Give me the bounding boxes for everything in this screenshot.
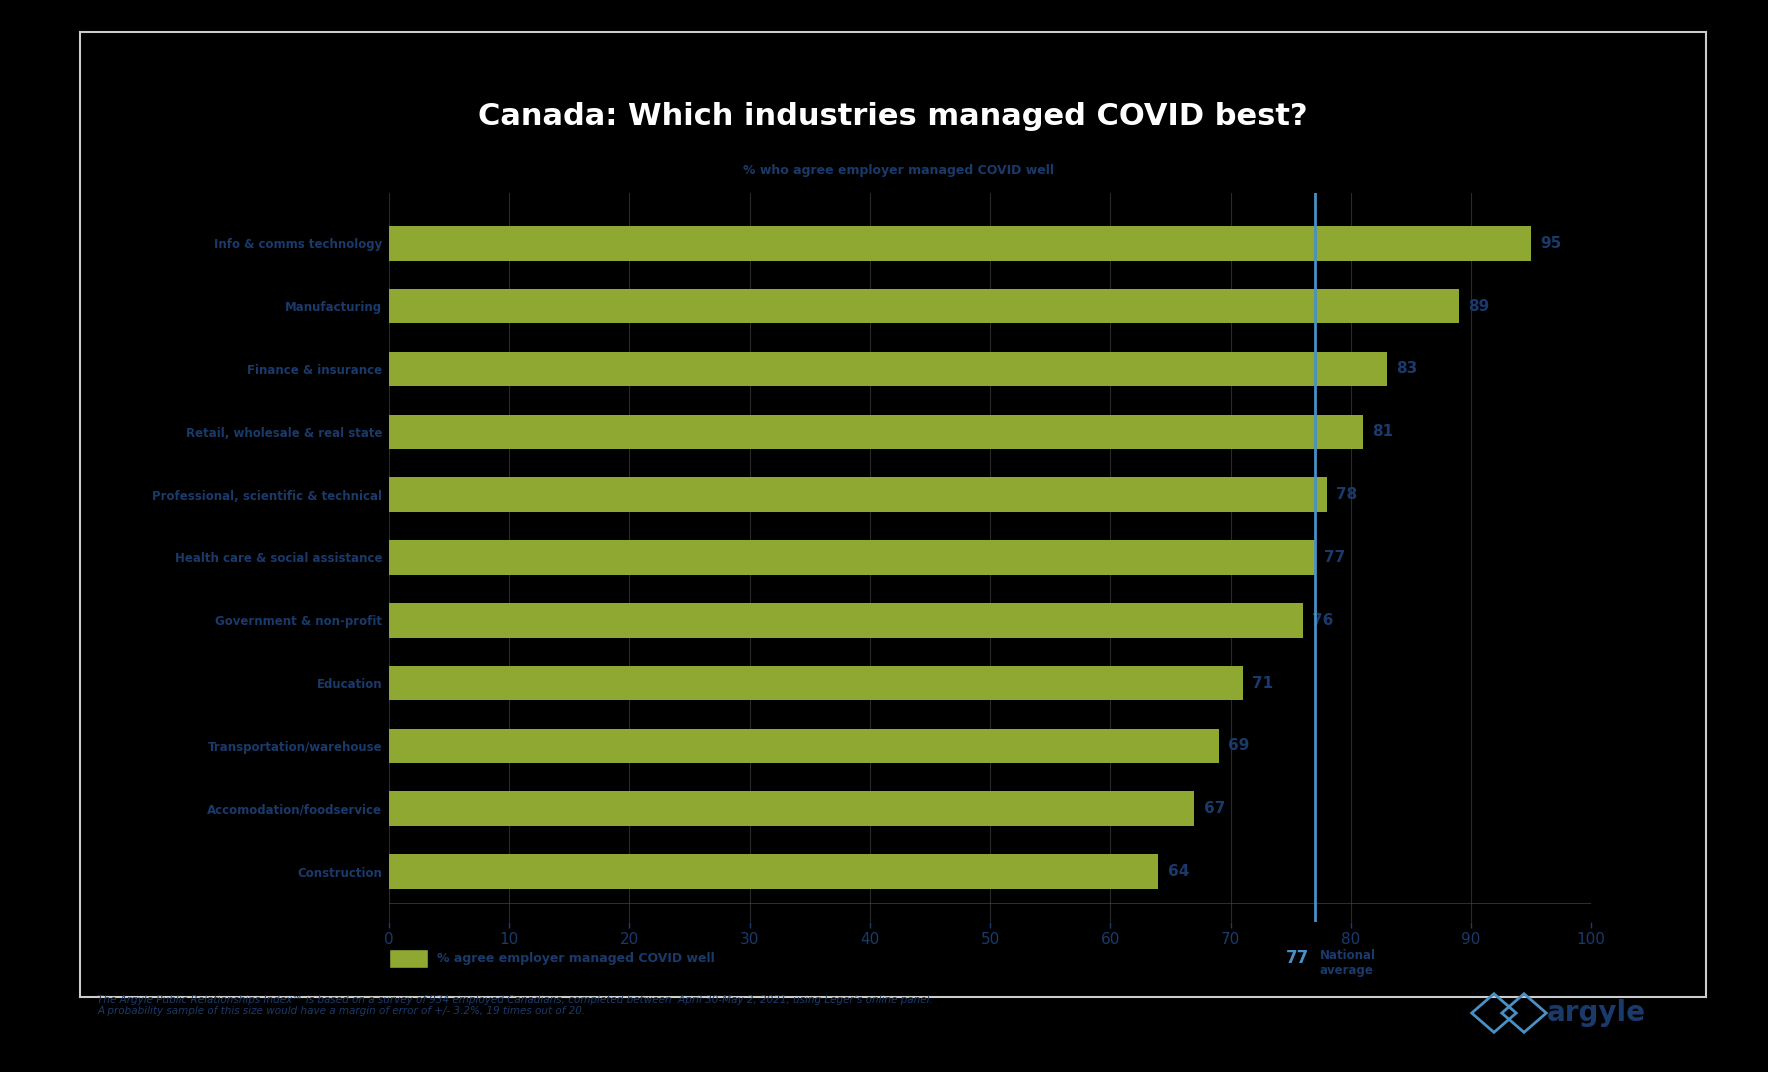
Bar <box>389 289 1459 324</box>
Text: Canada: Which industries managed COVID best?: Canada: Which industries managed COVID b… <box>477 102 1308 132</box>
Text: 78: 78 <box>1337 487 1358 502</box>
Bar <box>389 540 1315 575</box>
Text: 71: 71 <box>1252 675 1273 690</box>
Text: National
average: National average <box>1321 949 1376 977</box>
Text: % agree employer managed COVID well: % agree employer managed COVID well <box>437 952 714 965</box>
Text: 64: 64 <box>1169 864 1190 879</box>
Text: 77: 77 <box>1285 949 1310 967</box>
Bar <box>389 729 1218 763</box>
Text: 69: 69 <box>1229 739 1250 754</box>
Bar <box>389 477 1326 512</box>
Bar <box>389 226 1531 260</box>
Text: 81: 81 <box>1372 425 1393 440</box>
Text: 76: 76 <box>1312 613 1333 628</box>
Bar <box>389 352 1386 386</box>
Text: 89: 89 <box>1469 299 1490 314</box>
Bar <box>389 602 1303 638</box>
Bar <box>389 415 1363 449</box>
Bar <box>389 666 1243 700</box>
Bar <box>389 791 1195 825</box>
Bar <box>389 854 1158 889</box>
Text: argyle: argyle <box>1547 999 1646 1027</box>
Text: % who agree employer managed COVID well: % who agree employer managed COVID well <box>743 164 1054 177</box>
Text: 77: 77 <box>1324 550 1345 565</box>
Text: 95: 95 <box>1540 236 1561 251</box>
Text: 83: 83 <box>1397 361 1418 376</box>
Text: The Argyle Public Relationships Index™ is based on a survey of 934 employed Cana: The Argyle Public Relationships Index™ i… <box>97 995 934 1016</box>
Text: 67: 67 <box>1204 801 1225 816</box>
